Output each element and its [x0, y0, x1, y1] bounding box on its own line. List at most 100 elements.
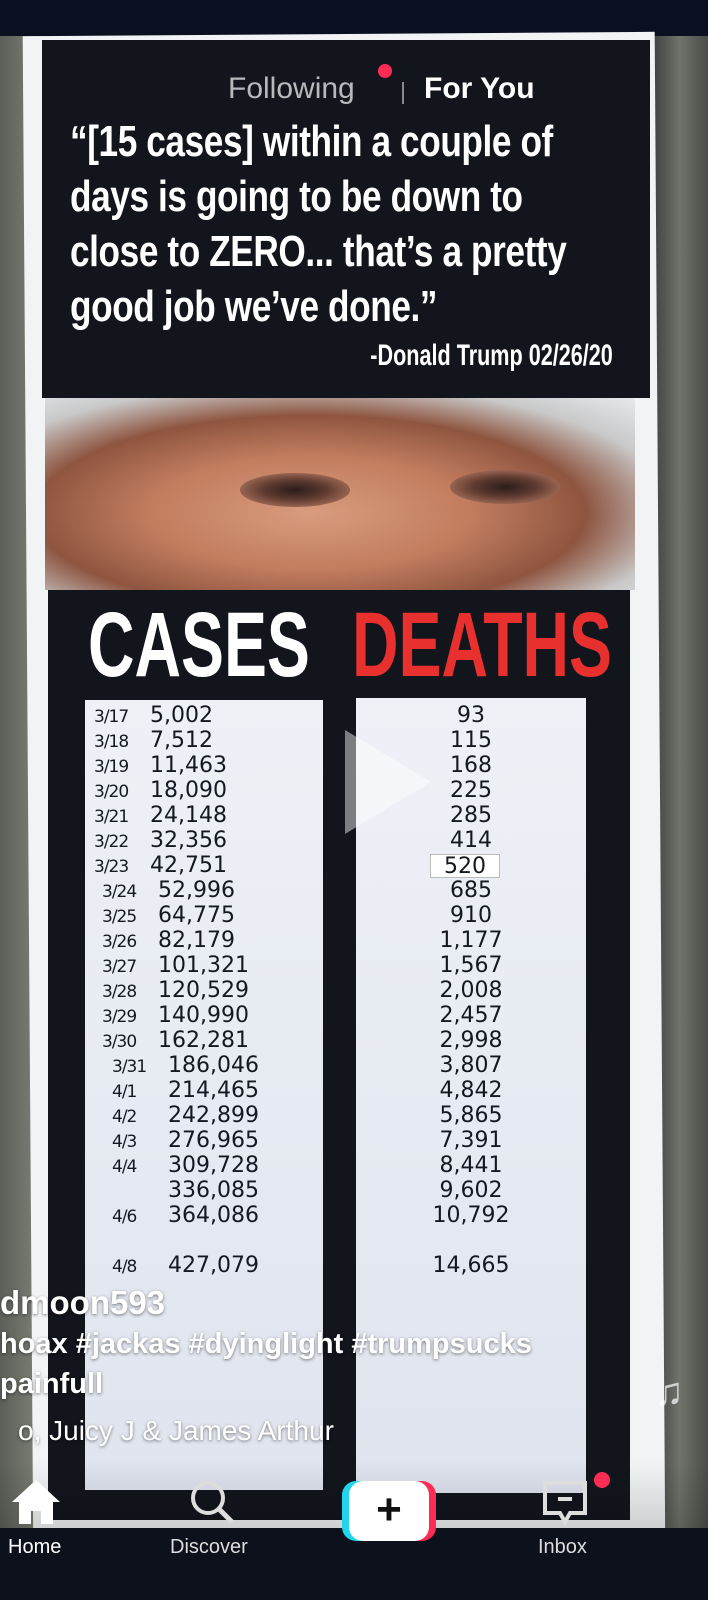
row-deaths: 93: [457, 703, 485, 728]
nav-discover[interactable]: Discover: [170, 1536, 248, 1558]
row-date: 3/30: [102, 1032, 137, 1052]
notification-dot: [378, 64, 392, 78]
row-date: 3/31: [112, 1057, 147, 1077]
deaths-heading: DEATHS: [352, 594, 612, 696]
quote-line: days is going to be down to: [70, 172, 523, 221]
inbox-notification-dot: [594, 1472, 610, 1488]
row-cases: 276,965: [168, 1128, 259, 1153]
row-cases: 162,281: [158, 1028, 249, 1053]
row-deaths: 520: [430, 854, 500, 879]
username[interactable]: dmoon593: [0, 1284, 166, 1321]
row-deaths: [356, 1229, 586, 1253]
caption-hashtags[interactable]: hoax #jackas #dyinglight #trumpsucks: [0, 1328, 532, 1360]
row-deaths: 685: [450, 878, 492, 903]
row-date: 3/17: [94, 707, 129, 727]
row-cases: 11,463: [150, 753, 227, 778]
search-icon[interactable]: [188, 1478, 236, 1526]
quote-line: good job we’ve done.”: [70, 282, 438, 331]
deaths-sheet: [356, 698, 586, 1493]
row-deaths: 1,567: [439, 953, 503, 978]
music-note-icon[interactable]: ♫: [654, 1370, 684, 1414]
tab-for-you[interactable]: For You: [424, 72, 535, 105]
row-cases: 140,990: [158, 1003, 249, 1028]
row-cases: 52,996: [158, 878, 235, 903]
row-date: 3/24: [102, 882, 137, 902]
row-deaths: 168: [450, 753, 492, 778]
row-deaths: 10,792: [432, 1203, 510, 1228]
row-date: 3/23: [94, 857, 129, 877]
home-icon[interactable]: [10, 1478, 62, 1526]
row-cases: 64,775: [158, 903, 235, 928]
row-date: 3/19: [94, 757, 129, 777]
row-date: 3/18: [94, 732, 129, 752]
row-deaths: 2,457: [439, 1003, 503, 1028]
cases-heading: CASES: [88, 594, 310, 696]
quote-panel: [42, 40, 650, 398]
quote-line: “[15 cases] within a couple of: [70, 117, 553, 166]
row-deaths: 910: [450, 903, 492, 928]
row-deaths: 225: [450, 778, 492, 803]
row-deaths: 4,842: [439, 1078, 503, 1103]
eye: [450, 470, 560, 504]
row-cases: 309,728: [168, 1153, 259, 1178]
row-deaths: 414: [450, 828, 492, 853]
face-photo: [45, 398, 635, 590]
row-date: 3/27: [102, 957, 137, 977]
row-cases: 82,179: [158, 928, 235, 953]
create-button[interactable]: +: [342, 1481, 436, 1541]
caption-text: painfull: [0, 1368, 104, 1400]
row-cases: 242,899: [168, 1103, 259, 1128]
eye: [240, 473, 350, 507]
row-deaths: 8,441: [439, 1153, 503, 1178]
poster-quote: “[15 cases] within a couple of days is g…: [70, 114, 630, 334]
row-date: 4/8: [112, 1257, 137, 1277]
row-deaths: 2,008: [439, 978, 503, 1003]
row-date: 3/21: [94, 807, 129, 827]
row-deaths: 14,665: [432, 1253, 510, 1278]
row-cases: 5,002: [150, 703, 213, 728]
status-bar: [0, 0, 708, 36]
row-deaths: 7,391: [439, 1128, 503, 1153]
play-icon[interactable]: [345, 730, 431, 834]
row-cases: 427,079: [168, 1253, 259, 1278]
row-cases: 101,321: [158, 953, 249, 978]
row-date: 3/20: [94, 782, 129, 802]
row-cases: 214,465: [168, 1078, 259, 1103]
tab-divider: [402, 82, 404, 104]
row-cases: 18,090: [150, 778, 227, 803]
plus-icon: +: [349, 1481, 429, 1541]
row-deaths: 285: [450, 803, 492, 828]
row-date: 3/28: [102, 982, 137, 1002]
music-ticker[interactable]: o, Juicy J & James Arthur: [18, 1415, 334, 1446]
poster-attribution: -Donald Trump 02/26/20: [370, 339, 613, 372]
nav-home[interactable]: Home: [8, 1536, 62, 1558]
row-date: 4/3: [112, 1132, 137, 1152]
row-cases: 364,086: [168, 1203, 259, 1228]
row-cases: 186,046: [168, 1053, 259, 1078]
row-deaths: 1,177: [439, 928, 503, 953]
nav-inbox[interactable]: Inbox: [538, 1536, 587, 1558]
tab-following[interactable]: Following: [228, 72, 355, 105]
row-cases: 24,148: [150, 803, 227, 828]
row-deaths: 5,865: [439, 1103, 503, 1128]
row-date: 4/1: [112, 1082, 137, 1102]
row-cases: 336,085: [168, 1178, 259, 1203]
row-date: 3/26: [102, 932, 137, 952]
inbox-icon[interactable]: [542, 1480, 588, 1526]
row-cases: 32,356: [150, 828, 227, 853]
row-date: 4/6: [112, 1207, 137, 1227]
cases-sheet: [85, 700, 323, 1490]
row-cases: 42,751: [150, 853, 227, 878]
row-deaths: 2,998: [439, 1028, 503, 1053]
row-date: 4/2: [112, 1107, 137, 1127]
row-deaths: 3,807: [439, 1053, 503, 1078]
row-date: 3/22: [94, 832, 129, 852]
row-date: 3/29: [102, 1007, 137, 1027]
row-deaths: 115: [450, 728, 492, 753]
row-cases: 120,529: [158, 978, 249, 1003]
row-date: 4/4: [112, 1157, 137, 1177]
quote-line: close to ZERO... that’s a pretty: [70, 227, 567, 276]
row-deaths: 9,602: [439, 1178, 503, 1203]
row-date: 3/25: [102, 907, 137, 927]
row-cases: 7,512: [150, 728, 213, 753]
